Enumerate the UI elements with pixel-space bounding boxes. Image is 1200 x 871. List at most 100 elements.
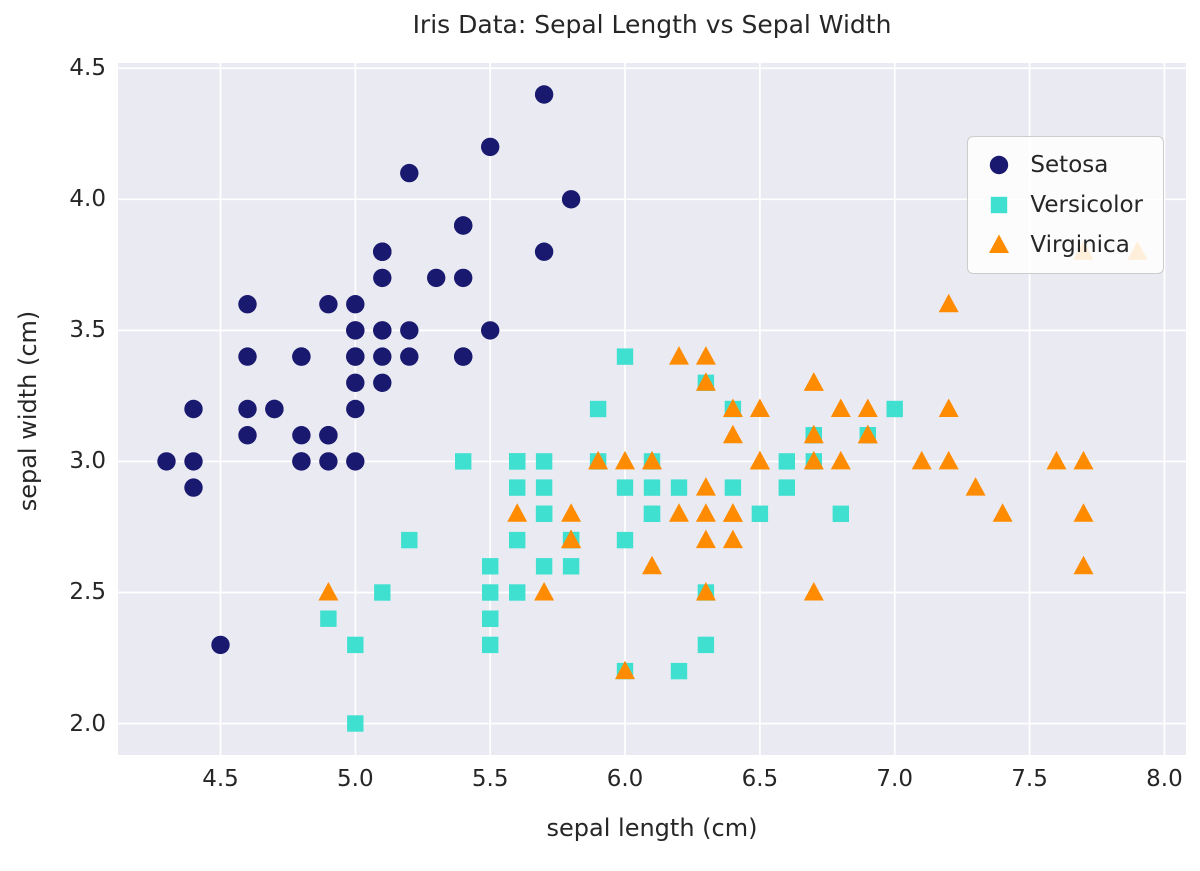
- data-point: [778, 453, 795, 470]
- data-point: [589, 400, 607, 418]
- data-point: [184, 452, 203, 471]
- scatter-plot: [118, 63, 1186, 755]
- data-point: [965, 477, 986, 496]
- data-point: [455, 453, 472, 470]
- data-point: [482, 584, 499, 601]
- data-point: [509, 531, 526, 549]
- data-point: [857, 398, 878, 417]
- data-point: [265, 399, 284, 419]
- y-tick-label: 2.0: [69, 710, 106, 737]
- data-point: [400, 163, 419, 183]
- data-point: [938, 398, 959, 417]
- data-point: [238, 426, 257, 445]
- data-point: [561, 529, 582, 549]
- data-point: [509, 453, 526, 470]
- data-point: [1073, 503, 1094, 522]
- data-point: [534, 85, 554, 104]
- data-point: [669, 503, 689, 522]
- y-tick-label: 3.0: [69, 448, 106, 475]
- x-tick-label: 6.0: [606, 766, 644, 792]
- data-point: [722, 398, 743, 417]
- data-point: [319, 452, 338, 471]
- data-point: [481, 321, 500, 340]
- data-point: [454, 216, 473, 235]
- data-point: [318, 582, 339, 601]
- data-point: [292, 426, 311, 445]
- data-point: [373, 347, 392, 366]
- data-point: [830, 450, 851, 470]
- data-point: [238, 399, 257, 419]
- chart-title: Iris Data: Sepal Length vs Sepal Width: [412, 10, 892, 39]
- data-point: [991, 196, 1008, 214]
- data-point: [695, 582, 716, 601]
- data-point: [509, 584, 526, 601]
- data-point: [373, 373, 392, 392]
- legend: Setosa Versicolor Virginica: [967, 136, 1164, 274]
- data-point: [642, 450, 662, 470]
- data-point: [346, 347, 365, 366]
- data-point: [1073, 450, 1094, 470]
- data-point: [346, 399, 365, 419]
- data-point: [157, 452, 176, 471]
- x-tick-label: 7.5: [1011, 766, 1048, 792]
- y-axis-label: sepal width (cm): [14, 310, 42, 512]
- data-point: [347, 715, 364, 732]
- x-tick-label: 6.5: [741, 766, 779, 792]
- data-point: [643, 505, 661, 522]
- data-point: [535, 558, 553, 575]
- data-point: [803, 582, 824, 601]
- data-point: [562, 558, 580, 575]
- data-point: [400, 321, 419, 340]
- data-point: [722, 529, 743, 549]
- legend-item-setosa: Setosa: [982, 149, 1143, 181]
- data-point: [292, 347, 311, 366]
- data-point: [616, 531, 634, 549]
- data-point: [238, 295, 257, 314]
- legend-item-virginica: Virginica: [982, 229, 1143, 261]
- data-point: [454, 347, 473, 366]
- data-point: [373, 321, 392, 340]
- data-point: [588, 450, 609, 470]
- data-point: [347, 636, 364, 654]
- data-point: [642, 555, 662, 575]
- data-point: [669, 346, 689, 365]
- data-point: [535, 479, 553, 496]
- data-point: [832, 505, 849, 522]
- data-point: [695, 529, 716, 549]
- data-point: [211, 635, 230, 655]
- data-point: [751, 505, 769, 522]
- data-point: [184, 478, 203, 497]
- data-point: [374, 584, 391, 601]
- data-point: [670, 662, 688, 680]
- data-point: [616, 479, 634, 496]
- data-point: [346, 373, 365, 392]
- series-setosa: [157, 85, 581, 655]
- data-point: [401, 531, 418, 549]
- data-point: [346, 321, 365, 340]
- data-point: [561, 503, 582, 522]
- data-point: [724, 479, 742, 496]
- data-point: [990, 155, 1009, 175]
- data-point: [695, 503, 716, 522]
- data-point: [803, 372, 824, 391]
- data-point: [346, 295, 365, 314]
- data-point: [615, 660, 635, 680]
- data-point: [722, 503, 743, 522]
- data-point: [427, 268, 446, 288]
- data-point: [319, 426, 338, 445]
- y-tick-label: 4.0: [69, 186, 106, 213]
- data-point: [992, 503, 1013, 522]
- data-point: [507, 503, 528, 522]
- series-virginica: [318, 241, 1148, 680]
- data-point: [778, 479, 795, 496]
- legend-label: Versicolor: [1030, 192, 1143, 218]
- data-point: [695, 477, 716, 496]
- y-tick-label: 4.5: [69, 55, 106, 82]
- data-point: [320, 610, 337, 627]
- data-point: [911, 450, 932, 470]
- data-point: [857, 424, 878, 444]
- data-point: [535, 453, 553, 470]
- data-point: [1073, 555, 1094, 575]
- data-point: [184, 399, 203, 419]
